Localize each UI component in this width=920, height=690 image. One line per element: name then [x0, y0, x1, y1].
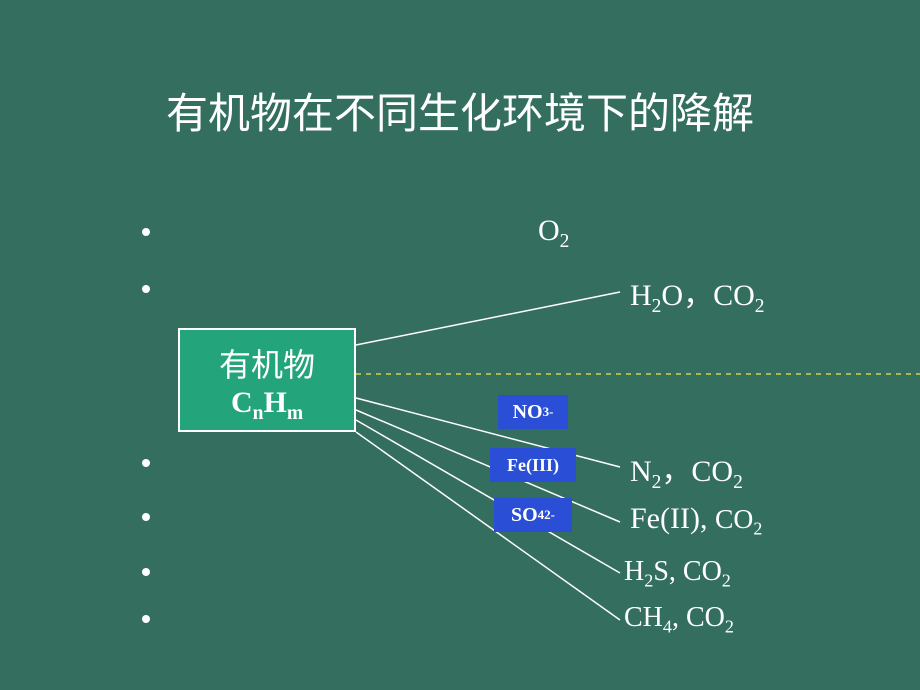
bullet: [142, 513, 150, 521]
connector-lines: [356, 292, 620, 620]
output-product: H2O，CO2: [630, 270, 765, 314]
output-product: CH4, CO2: [624, 602, 734, 634]
source-formula: CnHm: [231, 386, 303, 420]
bullet: [142, 228, 150, 236]
bullet: [142, 615, 150, 623]
electron-acceptor-box: NO3-: [498, 395, 568, 429]
source-label: 有机物: [219, 340, 315, 386]
connector-line: [356, 410, 620, 522]
connector-line: [356, 292, 620, 345]
slide-title: 有机物在不同生化环境下的降解: [0, 80, 920, 141]
connector-line: [356, 398, 620, 467]
slide: 有机物在不同生化环境下的降解 有机物 CnHm NO3- Fe(III) SO42-…: [0, 0, 920, 690]
source-box: 有机物 CnHm: [178, 328, 356, 432]
bullet: [142, 568, 150, 576]
connector-line: [356, 432, 620, 620]
electron-acceptor-box: SO42-: [494, 498, 572, 532]
output-product: Fe(II), CO2: [630, 502, 762, 536]
output-product: O2: [538, 214, 569, 248]
bullet: [142, 459, 150, 467]
connector-line: [356, 420, 620, 573]
output-product: N2，CO2: [630, 446, 743, 490]
output-product: H2S, CO2: [624, 556, 731, 588]
electron-acceptor-box: Fe(III): [490, 448, 576, 482]
bullet: [142, 285, 150, 293]
